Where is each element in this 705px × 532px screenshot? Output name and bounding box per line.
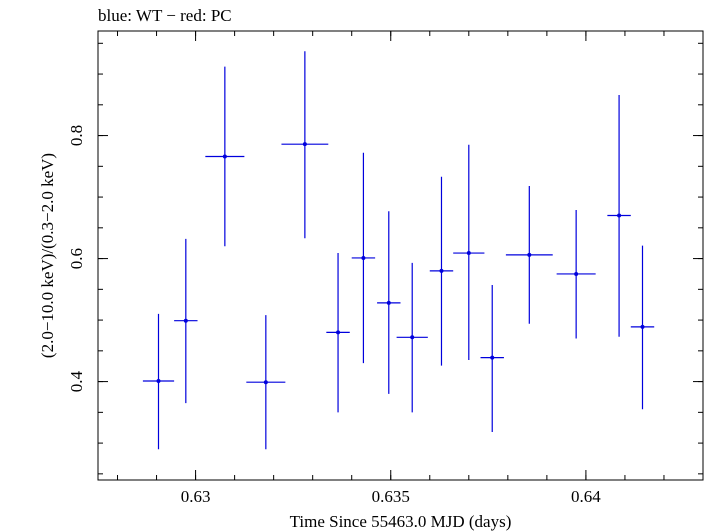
point-marker (302, 142, 307, 147)
point-marker (466, 251, 471, 256)
point-marker (361, 255, 366, 260)
point-marker (439, 268, 444, 273)
data-point (429, 176, 454, 366)
data-series (142, 51, 655, 450)
point-marker (336, 330, 341, 335)
plot-frame (97, 30, 704, 481)
data-point (246, 315, 286, 450)
data-point (326, 253, 350, 413)
y-axis-label: (2.0−10.0 keV)/(0.3−2.0 keV) (38, 153, 57, 358)
data-point (281, 51, 329, 239)
y-tick-label: 0.6 (67, 248, 86, 269)
point-marker (263, 380, 268, 385)
data-point (377, 211, 401, 394)
data-point (174, 238, 198, 404)
data-point (396, 262, 428, 413)
data-point (505, 185, 553, 324)
data-point (480, 285, 504, 433)
data-point (607, 94, 631, 337)
data-point (351, 152, 376, 364)
point-marker (617, 213, 622, 218)
point-marker (222, 154, 227, 159)
point-marker (183, 318, 188, 323)
x-tick-label: 0.64 (571, 487, 601, 506)
chart-title: blue: WT − red: PC (98, 6, 232, 25)
x-tick-label: 0.635 (372, 487, 410, 506)
point-marker (386, 300, 391, 305)
point-marker (490, 355, 495, 360)
x-axis-label: Time Since 55463.0 MJD (days) (290, 512, 512, 531)
point-marker (156, 378, 161, 383)
data-point (630, 245, 655, 410)
data-point (453, 144, 485, 361)
x-tick-label: 0.63 (181, 487, 211, 506)
point-marker (640, 324, 645, 329)
data-point (205, 66, 245, 247)
y-tick-label: 0.8 (67, 125, 86, 146)
data-point (556, 209, 596, 339)
data-point (142, 313, 175, 450)
y-tick-label: 0.4 (67, 370, 86, 392)
axis-ticks (98, 31, 704, 480)
point-marker (410, 335, 415, 340)
point-marker (574, 271, 579, 276)
point-marker (527, 252, 532, 257)
